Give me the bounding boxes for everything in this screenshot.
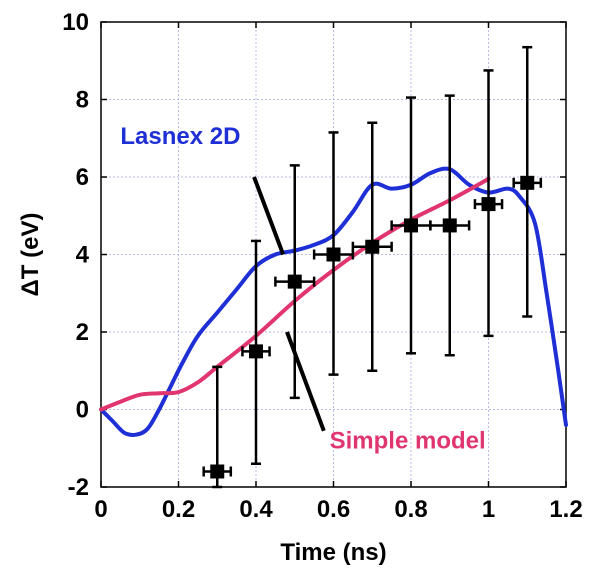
y-tick-label: 8 (76, 87, 89, 114)
annotation-pointer (252, 176, 285, 256)
x-tick-label: 0 (94, 496, 107, 523)
data-points (210, 175, 535, 479)
x-axis-label: Time (ns) (280, 539, 386, 566)
y-tick-label: 0 (76, 397, 89, 424)
annotations: Lasnex 2D Simple model (120, 123, 485, 454)
data-point-marker (249, 344, 263, 359)
data-point-marker (481, 197, 496, 212)
y-tick-label: 2 (76, 319, 89, 346)
y-axis-label: ΔT (eV) (17, 213, 44, 297)
y-tick-label: -2 (68, 474, 89, 501)
x-tick-label: 0.6 (317, 496, 350, 523)
data-point-marker (520, 175, 535, 190)
y-tick-label: 10 (62, 9, 89, 36)
annotation-label: Simple model (330, 427, 486, 454)
annotation-label: Lasnex 2D (120, 123, 240, 150)
x-tick-label: 0.4 (239, 496, 273, 523)
series-line-0 (99, 166, 568, 437)
y-tick-label: 4 (76, 242, 90, 269)
x-tick-label: 1 (482, 496, 495, 523)
data-point-marker (365, 239, 380, 254)
data-point-marker (210, 464, 225, 479)
data-point-marker (404, 218, 418, 233)
x-tick-label: 1.2 (549, 496, 582, 523)
y-tick-label: 6 (76, 164, 89, 191)
x-tick-label: 0.2 (162, 496, 195, 523)
data-point-marker (442, 218, 457, 233)
annotation-pointer (285, 331, 326, 432)
x-tick-label: 0.8 (394, 496, 427, 523)
data-point-marker (287, 274, 302, 289)
data-point-marker (326, 247, 341, 262)
annotation-pointers (252, 176, 326, 432)
